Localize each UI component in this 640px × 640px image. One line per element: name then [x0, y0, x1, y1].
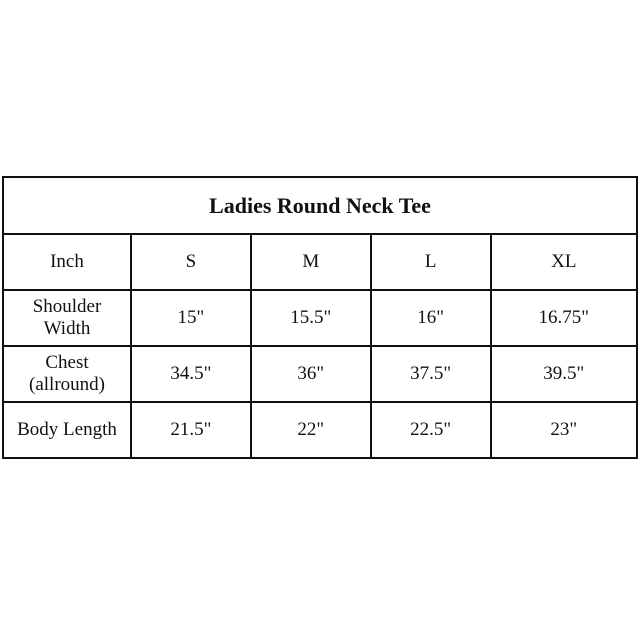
table-cell: 16" — [369, 289, 492, 347]
row-label: Chest (allround) — [2, 345, 132, 403]
header-cell: XL — [489, 233, 639, 291]
header-cell: S — [130, 233, 252, 291]
header-row: Inch S M L XL — [2, 233, 639, 291]
table-cell: 21.5" — [130, 401, 252, 459]
row-label-line: Width — [43, 318, 91, 339]
row-label: Shoulder Width — [2, 289, 132, 347]
table-cell: 22" — [249, 401, 372, 459]
row-label-line: Shoulder — [32, 296, 102, 317]
header-cell: Inch — [2, 233, 132, 291]
size-chart-table: Ladies Round Neck Tee Inch S M L XL Shou… — [2, 176, 639, 459]
title-row: Ladies Round Neck Tee — [2, 176, 638, 235]
row-label-line: Chest — [45, 352, 89, 373]
table-cell: 34.5" — [130, 345, 252, 403]
table-cell: 15" — [130, 289, 252, 347]
table-cell: 39.5" — [489, 345, 639, 403]
table-title: Ladies Round Neck Tee — [2, 176, 638, 235]
table-row: Body Length 21.5" 22" 22.5" 23" — [2, 401, 639, 459]
table-row: Chest (allround) 34.5" 36" 37.5" 39.5" — [2, 345, 639, 403]
table-row: Shoulder Width 15" 15.5" 16" 16.75" — [2, 289, 639, 347]
table-cell: 15.5" — [249, 289, 372, 347]
table-cell: 16.75" — [489, 289, 639, 347]
table-cell: 36" — [249, 345, 372, 403]
row-label-line: (allround) — [29, 374, 105, 395]
row-label: Body Length — [2, 401, 132, 459]
table-cell: 37.5" — [369, 345, 492, 403]
header-cell: M — [249, 233, 372, 291]
table-cell: 23" — [489, 401, 639, 459]
header-cell: L — [369, 233, 492, 291]
table-cell: 22.5" — [369, 401, 492, 459]
